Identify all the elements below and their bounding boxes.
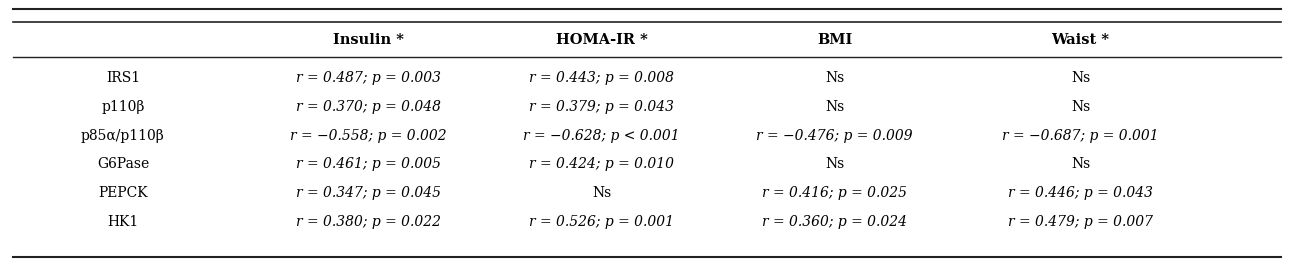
Text: Ns: Ns [1071,71,1090,85]
Text: HK1: HK1 [107,215,138,229]
Text: Ns: Ns [826,157,844,171]
Text: Ns: Ns [826,100,844,114]
Text: Waist *: Waist * [1052,32,1109,47]
Text: IRS1: IRS1 [106,71,140,85]
Text: Ns: Ns [826,71,844,85]
Text: BMI: BMI [817,32,853,47]
Text: r = 0.370; p = 0.048: r = 0.370; p = 0.048 [296,100,441,114]
Text: r = 0.424; p = 0.010: r = 0.424; p = 0.010 [529,157,674,171]
Text: r = −0.558; p = 0.002: r = −0.558; p = 0.002 [290,129,448,143]
Text: r = −0.687; p = 0.001: r = −0.687; p = 0.001 [1002,129,1159,143]
Text: r = 0.526; p = 0.001: r = 0.526; p = 0.001 [529,215,674,229]
Text: HOMA-IR *: HOMA-IR * [556,32,647,47]
Text: r = −0.628; p < 0.001: r = −0.628; p < 0.001 [523,129,681,143]
Text: r = 0.347; p = 0.045: r = 0.347; p = 0.045 [296,186,441,200]
Text: r = 0.487; p = 0.003: r = 0.487; p = 0.003 [296,71,441,85]
Text: r = 0.479; p = 0.007: r = 0.479; p = 0.007 [1008,215,1153,229]
Text: r = 0.416; p = 0.025: r = 0.416; p = 0.025 [762,186,907,200]
Text: G6Pase: G6Pase [97,157,149,171]
Text: PEPCK: PEPCK [98,186,148,200]
Text: r = 0.443; p = 0.008: r = 0.443; p = 0.008 [529,71,674,85]
Text: r = −0.476; p = 0.009: r = −0.476; p = 0.009 [756,129,914,143]
Text: p110β: p110β [101,100,145,114]
Text: Insulin *: Insulin * [334,32,404,47]
Text: p85α/p110β: p85α/p110β [82,129,164,143]
Text: Ns: Ns [1071,157,1090,171]
Text: Ns: Ns [593,186,611,200]
Text: r = 0.379; p = 0.043: r = 0.379; p = 0.043 [529,100,674,114]
Text: Ns: Ns [1071,100,1090,114]
Text: r = 0.461; p = 0.005: r = 0.461; p = 0.005 [296,157,441,171]
Text: r = 0.380; p = 0.022: r = 0.380; p = 0.022 [296,215,441,229]
Text: r = 0.360; p = 0.024: r = 0.360; p = 0.024 [762,215,907,229]
Text: r = 0.446; p = 0.043: r = 0.446; p = 0.043 [1008,186,1153,200]
